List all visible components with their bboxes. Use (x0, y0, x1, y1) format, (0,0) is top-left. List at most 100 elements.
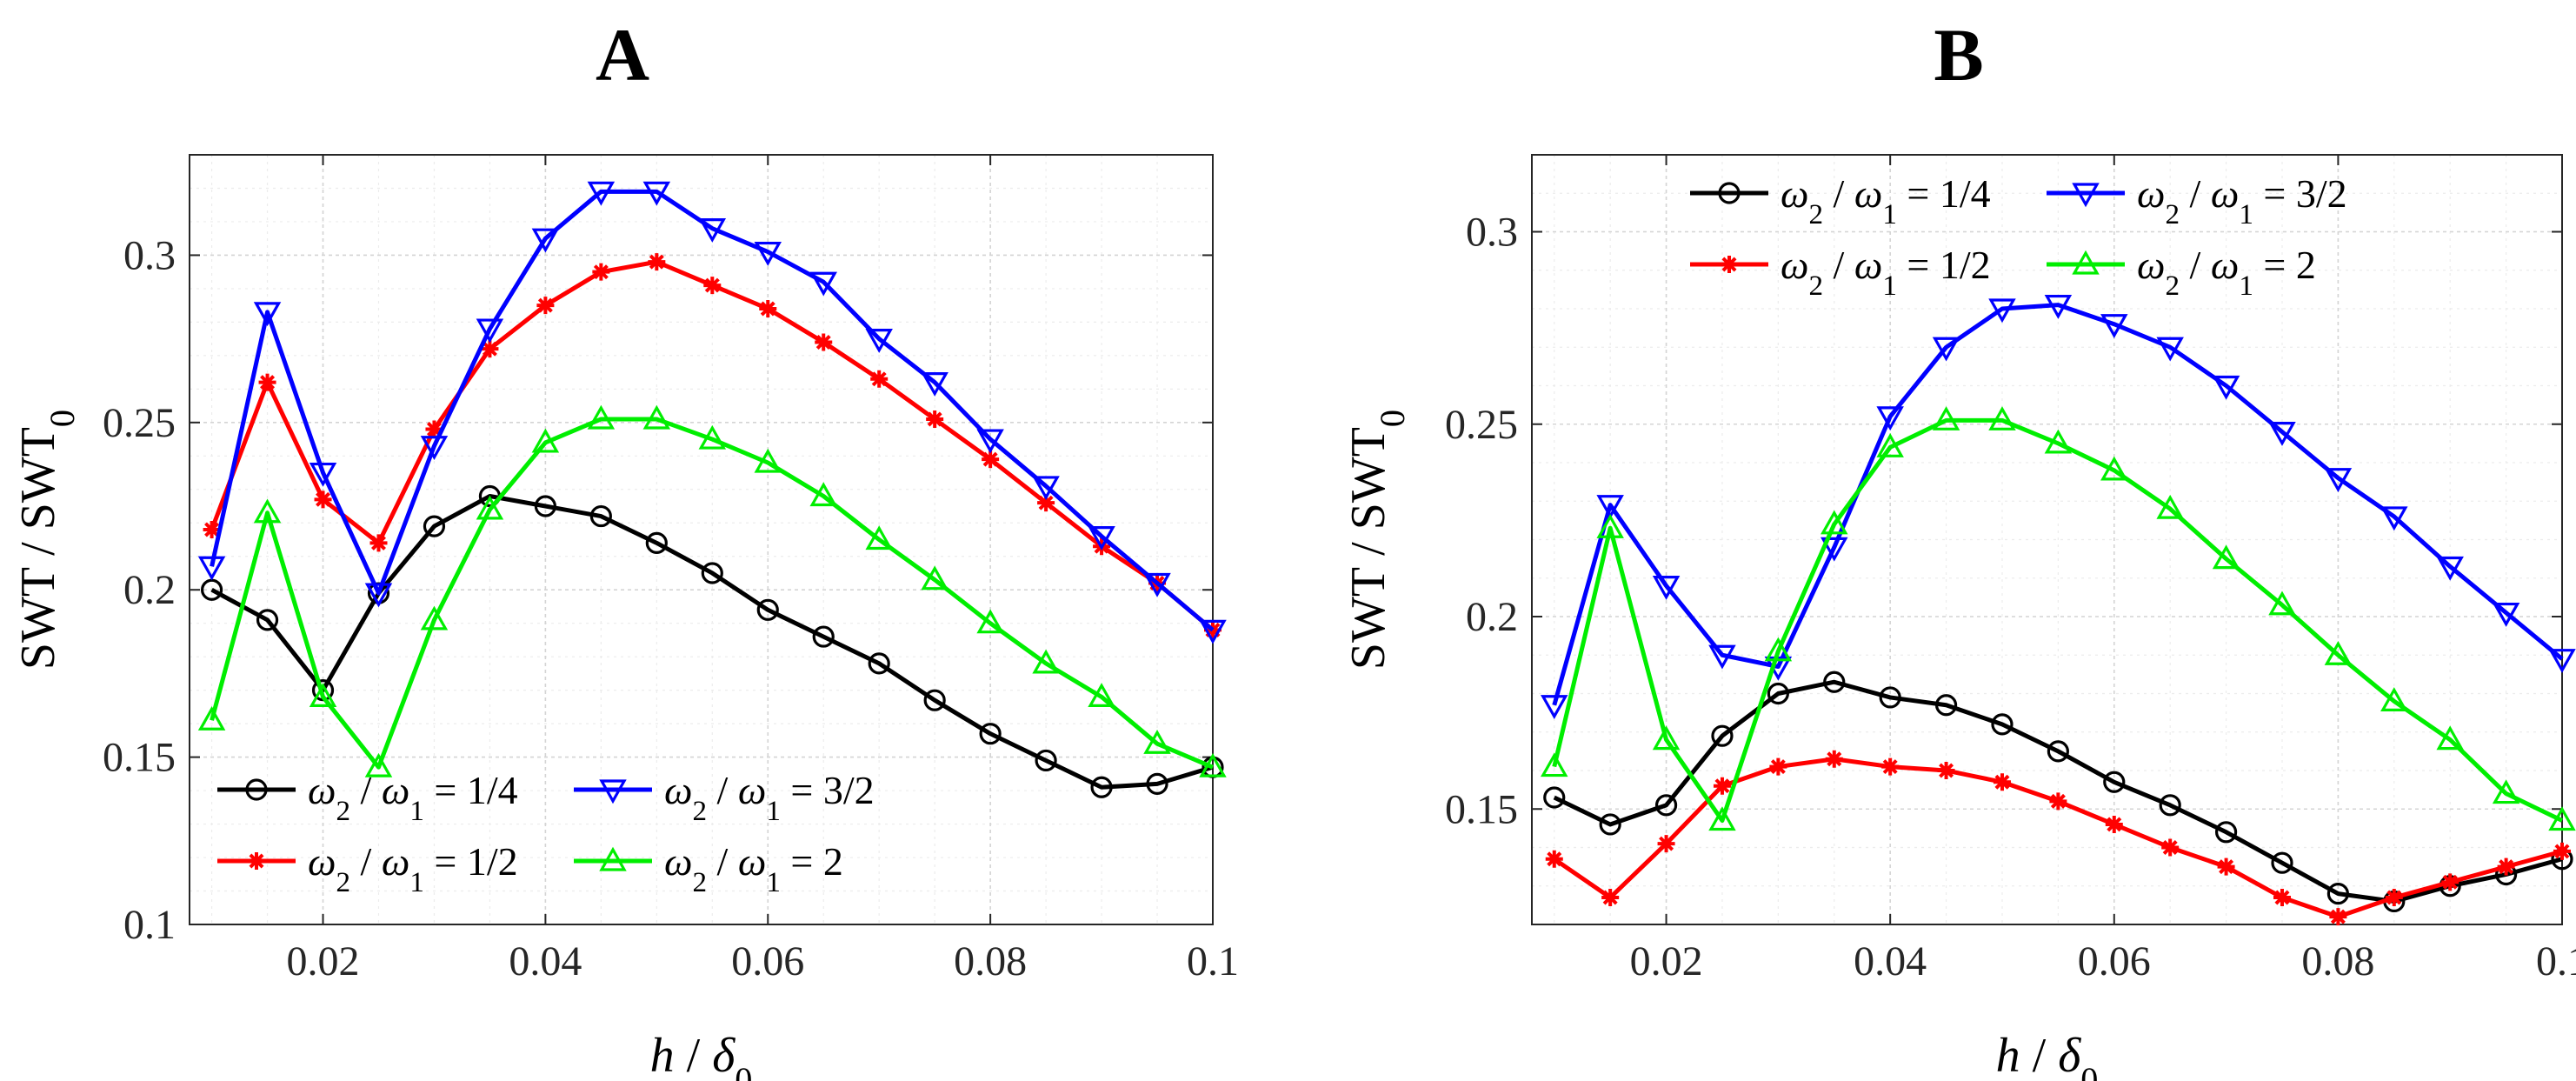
y-tick-label: 0.15 (1445, 786, 1518, 832)
y-axis-label: SWT / SWT0 (11, 410, 82, 670)
data-point (197, 706, 226, 731)
legend-marker (245, 778, 268, 801)
data-point (423, 515, 446, 537)
data-point (2105, 815, 2123, 833)
series-group (197, 181, 1227, 798)
data-point (1032, 476, 1060, 501)
data-point (420, 605, 449, 631)
data-point (2214, 821, 2238, 844)
data-point (1545, 850, 1563, 868)
data-point (1199, 752, 1227, 777)
series-1 (1545, 750, 2571, 926)
x-tick-label: 0.08 (2301, 938, 2374, 984)
data-point (2047, 740, 2069, 763)
data-point (197, 556, 226, 581)
data-point (1881, 757, 1900, 776)
axes-frame (189, 154, 1214, 925)
data-point (1032, 649, 1060, 674)
data-point (2441, 873, 2460, 891)
data-point (809, 271, 837, 297)
data-point (1596, 513, 1624, 538)
y-tick-label: 0.25 (103, 400, 176, 446)
data-point (865, 525, 893, 551)
data-point (1541, 695, 1568, 720)
data-point (2268, 591, 2296, 616)
data-point (812, 625, 835, 648)
data-point (1876, 406, 1904, 431)
data-point (531, 428, 560, 453)
data-point (309, 462, 337, 487)
y-tick-label: 0.1 (123, 902, 176, 948)
data-point (2103, 771, 2126, 793)
data-point (2161, 838, 2180, 857)
legend-label: ω2 / ω1 = 2 (2137, 243, 2316, 302)
data-point (476, 495, 504, 520)
grid (1532, 154, 2563, 925)
data-point (2217, 857, 2235, 876)
data-point (536, 297, 555, 315)
data-point (587, 181, 616, 206)
data-point (1199, 619, 1227, 644)
y-tick-label: 0.3 (1466, 210, 1518, 256)
data-point (2326, 882, 2349, 905)
data-point (982, 450, 1000, 469)
data-point (2044, 429, 2073, 454)
legend-marker (1718, 182, 1741, 204)
data-point (2553, 842, 2571, 860)
x-tick-label: 0.08 (954, 938, 1027, 984)
data-point (1652, 725, 1681, 751)
data-point (1825, 750, 1843, 768)
data-point (2385, 889, 2403, 907)
data-point (587, 404, 616, 430)
x-tick-label: 0.04 (509, 938, 582, 984)
data-point (865, 329, 893, 353)
data-point (2212, 544, 2240, 570)
data-point (2548, 806, 2576, 831)
series-3 (1541, 406, 2576, 831)
legend-item: ω2 / ω1 = 1/4 (1690, 171, 1991, 230)
data-point (698, 218, 727, 243)
data-point (2324, 640, 2353, 665)
data-point (1988, 298, 2016, 324)
data-point (921, 372, 949, 397)
data-point (1654, 794, 1678, 817)
series-group (1541, 294, 2576, 926)
data-point (2100, 314, 2128, 338)
data-point (1823, 671, 1846, 693)
data-point (1088, 526, 1115, 551)
legend-item: ω2 / ω1 = 2 (2047, 243, 2316, 302)
x-axis-label: h / δ0 (650, 1029, 753, 1081)
data-point (1143, 729, 1171, 754)
series-2 (1541, 294, 2576, 720)
legend-label: ω2 / ω1 = 2 (664, 839, 843, 898)
data-point (1993, 773, 2011, 791)
data-point (1708, 644, 1736, 670)
data-point (2271, 851, 2293, 874)
legend-label: ω2 / ω1 = 1/2 (308, 839, 518, 898)
data-point (364, 583, 393, 608)
data-point (2156, 494, 2184, 519)
data-point (476, 318, 504, 344)
data-point (1143, 572, 1171, 597)
data-point (815, 333, 833, 351)
series-3 (197, 404, 1227, 777)
data-point (1037, 494, 1055, 512)
data-point (1821, 510, 1848, 535)
legend-label: ω2 / ω1 = 1/2 (1781, 243, 1991, 302)
legend-marker (2072, 250, 2100, 275)
data-point (1090, 776, 1113, 798)
data-point (2212, 375, 2240, 400)
data-point (2273, 889, 2291, 907)
data-point (420, 436, 449, 461)
data-point (979, 723, 1002, 745)
panel-label: B (1934, 13, 1983, 97)
legend-marker (248, 852, 265, 870)
data-point (1932, 406, 1960, 430)
data-point (481, 340, 499, 358)
legend-item: ω2 / ω1 = 1/2 (1690, 243, 1991, 302)
data-point (645, 531, 668, 554)
data-point (1541, 752, 1568, 777)
data-point (1543, 786, 1566, 809)
data-point (309, 683, 337, 707)
